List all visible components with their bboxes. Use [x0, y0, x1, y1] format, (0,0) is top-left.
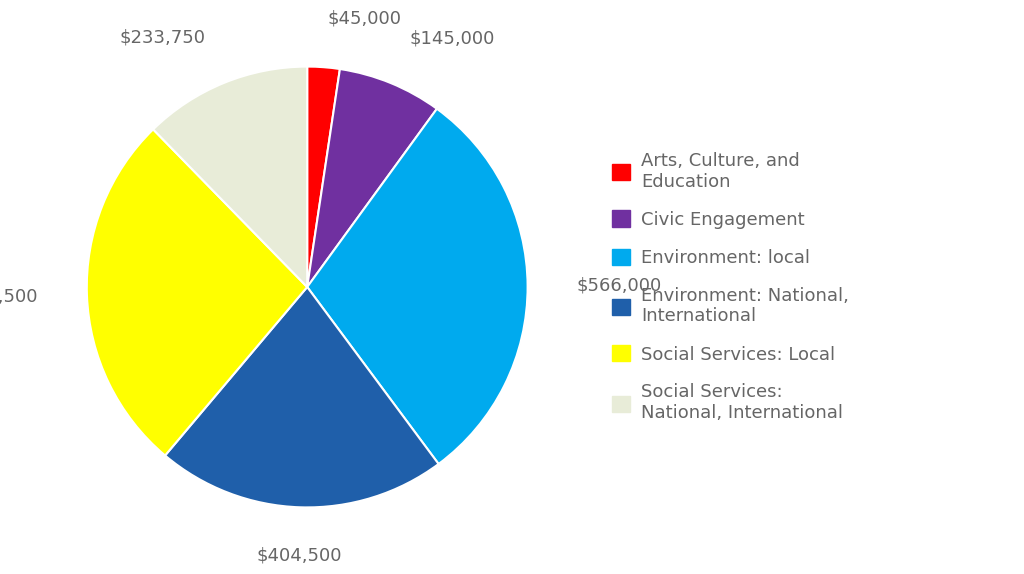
Wedge shape	[165, 287, 438, 507]
Text: $404,500: $404,500	[256, 547, 342, 565]
Text: $566,000: $566,000	[577, 277, 662, 294]
Wedge shape	[307, 69, 437, 287]
Text: $503,500: $503,500	[0, 288, 39, 306]
Wedge shape	[154, 67, 307, 287]
Wedge shape	[87, 129, 307, 456]
Legend: Arts, Culture, and
Education, Civic Engagement, Environment: local, Environment:: Arts, Culture, and Education, Civic Enga…	[603, 143, 858, 431]
Wedge shape	[307, 109, 527, 464]
Text: $233,750: $233,750	[120, 29, 206, 47]
Wedge shape	[307, 67, 340, 287]
Text: $45,000: $45,000	[328, 10, 401, 28]
Text: $145,000: $145,000	[410, 29, 495, 47]
